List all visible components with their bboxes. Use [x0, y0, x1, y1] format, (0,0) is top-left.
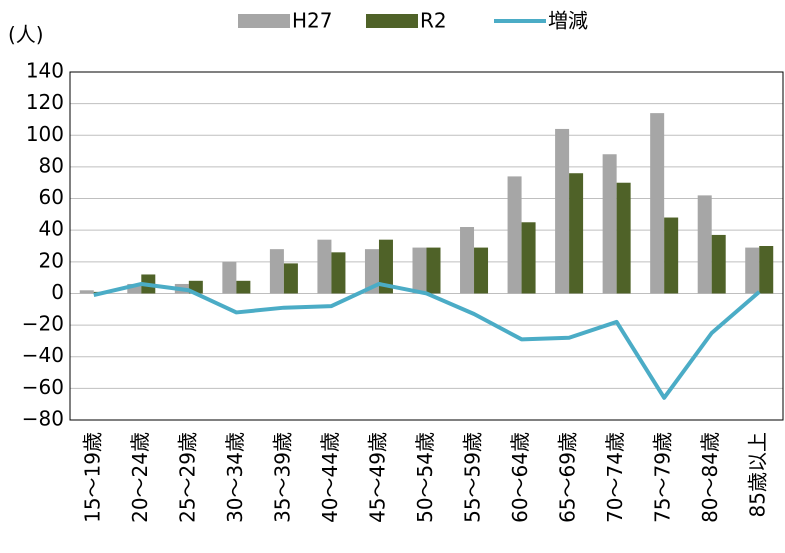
y-tick-label: −40	[22, 343, 64, 367]
y-tick-label: 140	[26, 59, 64, 83]
y-tick-label: 0	[51, 280, 64, 304]
bar	[555, 128, 570, 294]
bar	[759, 246, 774, 294]
legend-swatch	[238, 14, 290, 28]
bar	[507, 176, 522, 294]
y-tick-label: 100	[26, 122, 64, 146]
bar	[236, 280, 251, 294]
y-tick-label: 20	[39, 248, 64, 272]
y-tick-label: 40	[39, 217, 64, 241]
bar	[222, 261, 237, 294]
x-tick-label: 50～54歳	[413, 432, 437, 523]
bar	[650, 113, 665, 294]
bar	[602, 154, 617, 294]
y-tick-label: −20	[22, 312, 64, 336]
legend-label: 増減	[548, 9, 588, 33]
bar	[569, 173, 584, 294]
bar	[127, 283, 142, 294]
x-tick-label: 30～34歳	[223, 432, 247, 523]
y-tick-label: −80	[22, 407, 64, 431]
x-tick-label: 70～74歳	[603, 432, 627, 523]
bar	[474, 247, 489, 294]
x-tick-label: 15～19歳	[80, 432, 104, 523]
bar	[79, 290, 94, 294]
y-tick-label: 60	[39, 185, 64, 209]
bar	[269, 249, 284, 294]
x-tick-label: 35～39歳	[270, 432, 294, 523]
x-tick-label: 75～79歳	[651, 432, 675, 523]
line	[93, 281, 761, 400]
bar	[521, 222, 536, 294]
bar	[331, 252, 346, 294]
x-tick-label: 20～24歳	[128, 432, 152, 523]
bar	[412, 247, 427, 294]
x-tick-label: 55～59歳	[461, 432, 485, 523]
plot-border	[69, 71, 784, 421]
bar	[664, 217, 679, 294]
bar	[426, 247, 441, 294]
y-tick-label: 120	[26, 90, 64, 114]
legend-label: R2	[420, 9, 447, 33]
bar	[317, 239, 332, 294]
bar	[711, 234, 726, 294]
bar	[697, 195, 712, 294]
x-tick-label: 45～49歳	[365, 432, 389, 523]
x-tick-label: 25～29歳	[175, 432, 199, 523]
bar	[364, 249, 379, 294]
legend-label: H27	[292, 9, 333, 33]
bar	[616, 182, 631, 294]
y-tick-label: 80	[39, 153, 64, 177]
bar	[460, 227, 475, 294]
x-tick-label: 40～44歳	[318, 432, 342, 523]
bar	[378, 239, 393, 294]
x-tick-label: 65～69歳	[556, 432, 580, 523]
x-tick-label: 80～84歳	[698, 432, 722, 523]
bar	[745, 247, 760, 294]
y-axis-label: (人)	[8, 23, 44, 47]
x-tick-label: 60～64歳	[508, 432, 532, 523]
y-tick-label: −60	[22, 375, 64, 399]
bar	[283, 263, 298, 294]
legend-swatch	[366, 14, 418, 28]
x-tick-label: 85歳以上	[746, 432, 770, 517]
